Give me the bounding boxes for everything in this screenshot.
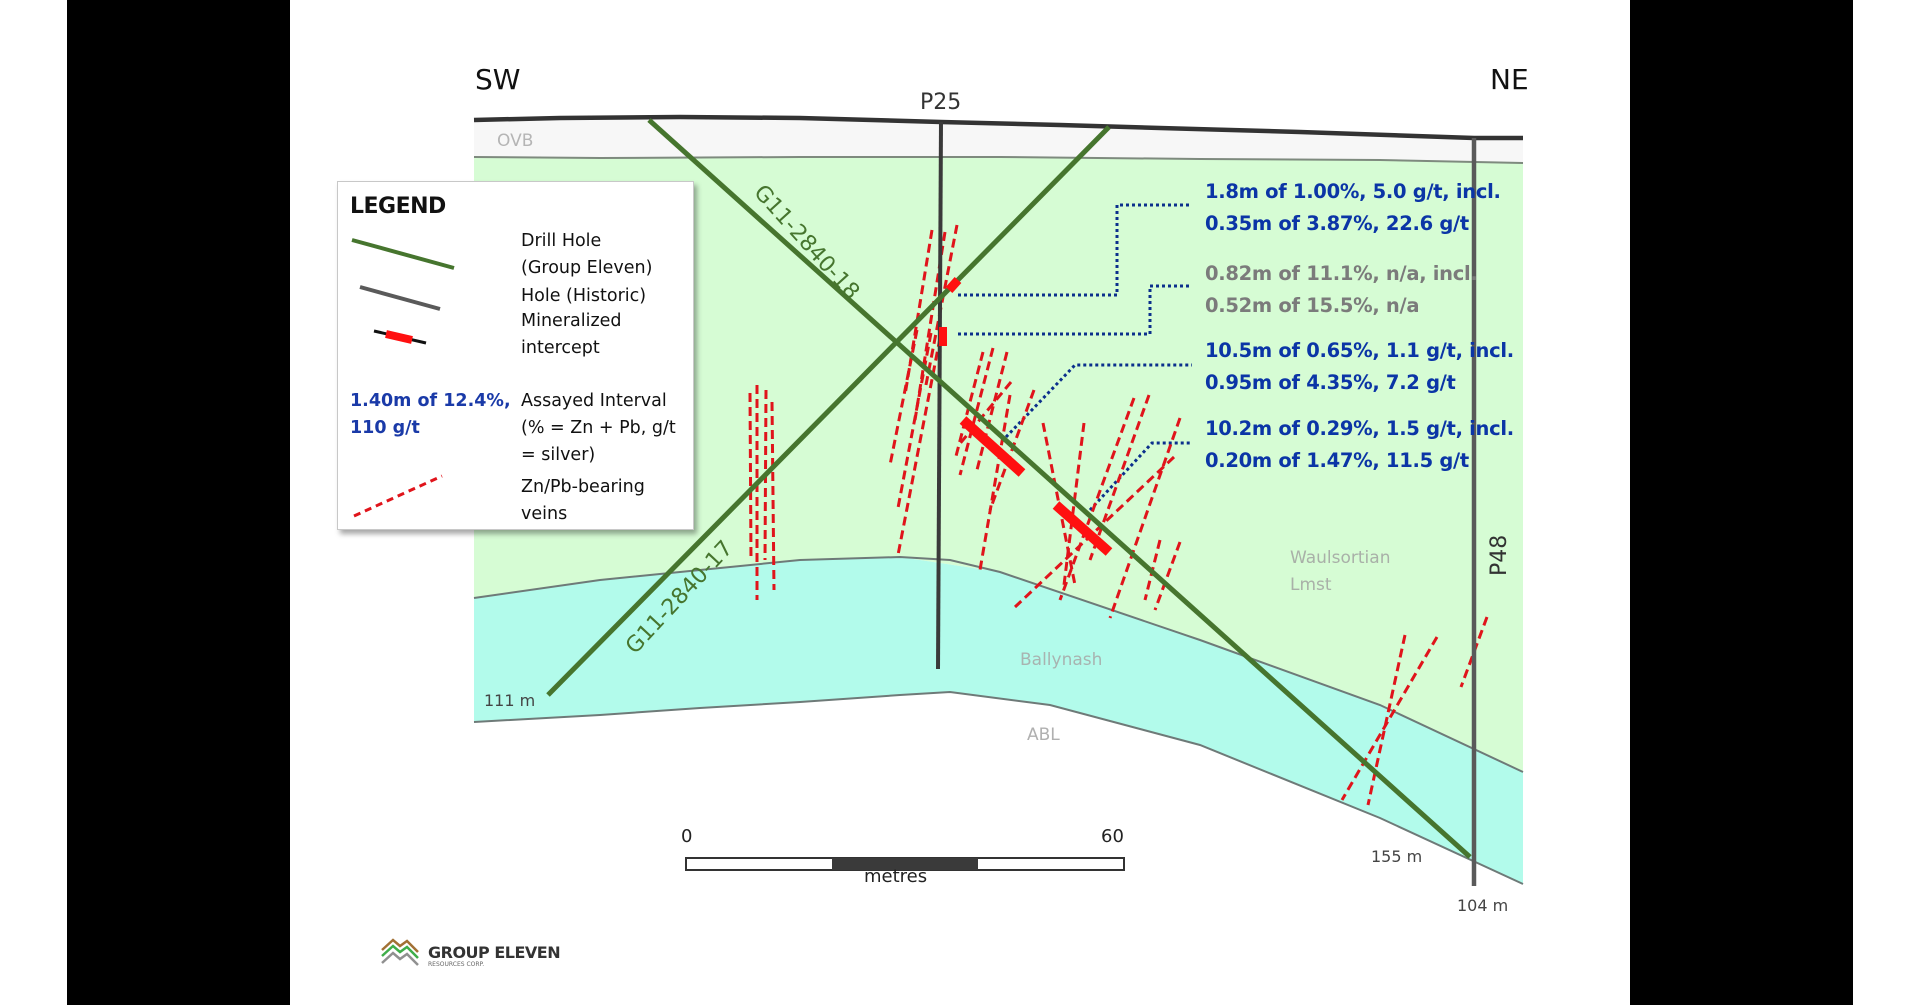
legend-item-historic-hole: Hole (Historic) [521,286,647,306]
legend-item-intercept: Mineralized intercept [521,308,622,362]
ovb-layer [474,117,1523,163]
legend-assay-sample: 1.40m of 12.4%, 110 g/t [350,388,511,442]
unit-waulsortian-line2: Lmst [1290,575,1332,595]
legend-item-assay-line2: (% = Zn + Pb, g/t [521,418,676,438]
legend-historic-hole-icon [359,285,441,311]
hole-g11-2840-18 [647,118,1472,859]
interval-annotation-2: 0.82m of 11.1%, n/a, incl. 0.52m of 15.5… [1205,258,1478,322]
interval-1-line1: 1.8m of 1.00%, 5.0 g/t, incl. [1205,180,1501,203]
ovb-base-contact [473,156,1524,164]
logo-name: GROUP ELEVEN [428,943,561,962]
interval-1-line2: 0.35m of 3.87%, 22.6 g/t [1205,212,1469,235]
legend-intercept-icon [373,329,427,345]
depth-p48: 104 m [1457,896,1509,915]
legend-item-veins-line2: veins [521,504,568,524]
group-eleven-logo-icon [381,938,419,966]
intercept-g18-lower [1052,501,1113,556]
direction-ne: NE [1490,63,1529,96]
legend-item-intercept-line1: Mineralized [521,311,622,331]
legend-item-drill-hole-line1: Drill Hole [521,231,602,251]
interval-annotation-1: 1.8m of 1.00%, 5.0 g/t, incl. 0.35m of 3… [1205,176,1501,240]
leader-lines [958,203,1192,512]
interval-3-line1: 10.5m of 0.65%, 1.1 g/t, incl. [1205,339,1514,362]
intercept-g18-upper [959,416,1026,477]
legend-item-assay-line3: = silver) [521,445,596,465]
leader-line-2 [958,284,1192,336]
legend-item-drill-hole-line2: (Group Eleven) [521,258,653,278]
unit-abl: ABL [1027,725,1060,745]
legend-item-intercept-line2: intercept [521,338,600,358]
label-p25: P25 [920,90,962,115]
legend-title: LEGEND [350,194,446,219]
legend-item-veins: Zn/Pb-bearing veins [521,474,645,528]
unit-waulsortian: Waulsortian Lmst [1290,545,1390,599]
right-black-border [1630,0,1853,1005]
legend-item-veins-line1: Zn/Pb-bearing [521,477,645,497]
scale-bar [685,857,1125,871]
logo-subtitle: RESOURCES CORP. [428,961,485,968]
leader-line-4 [1088,441,1192,512]
interval-3-line2: 0.95m of 4.35%, 7.2 g/t [1205,371,1456,394]
interval-2-line1: 0.82m of 11.1%, n/a, incl. [1205,262,1478,285]
legend-assay-sample-line1: 1.40m of 12.4%, [350,391,511,411]
depth-g17: 111 m [484,691,536,710]
interval-2-line2: 0.52m of 15.5%, n/a [1205,294,1420,317]
intercept-g17 [945,276,962,294]
label-p48: P48 [1487,535,1512,576]
legend-item-assay: Assayed Interval (% = Zn + Pb, g/t = sil… [521,388,676,469]
depth-g18: 155 m [1371,847,1423,866]
legend-drill-hole-icon [351,238,455,270]
legend-box: LEGEND Drill Hole (Group Eleven) Hole (H… [337,181,694,530]
legend-assay-sample-line2: 110 g/t [350,418,420,438]
ballynash-layer [474,557,1523,884]
interval-annotation-3: 10.5m of 0.65%, 1.1 g/t, incl. 0.95m of … [1205,335,1514,399]
unit-ovb: OVB [497,131,534,151]
interval-4-line2: 0.20m of 1.47%, 11.5 g/t [1205,449,1469,472]
leader-line-1 [958,203,1192,297]
ballynash-top-contact [473,555,1524,773]
legend-vein-icon [353,474,443,518]
legend-item-assay-line1: Assayed Interval [521,391,667,411]
unit-ballynash: Ballynash [1020,650,1103,670]
scale-min: 0 [681,826,693,847]
scale-unit: metres [864,866,928,887]
direction-sw: SW [475,63,521,96]
interval-4-line1: 10.2m of 0.29%, 1.5 g/t, incl. [1205,417,1514,440]
left-black-border [67,0,290,1005]
unit-waulsortian-line1: Waulsortian [1290,548,1391,568]
hole-g11-2840-17 [546,125,1111,697]
mineralized-intercepts [939,276,1113,556]
ballynash-base-contact [473,690,1524,885]
interval-annotation-4: 10.2m of 0.29%, 1.5 g/t, incl. 0.20m of … [1205,413,1514,477]
surface-line [473,114,1523,141]
legend-item-drill-hole: Drill Hole (Group Eleven) [521,228,652,282]
scale-max: 60 [1101,826,1124,847]
hole-p25 [936,121,943,670]
